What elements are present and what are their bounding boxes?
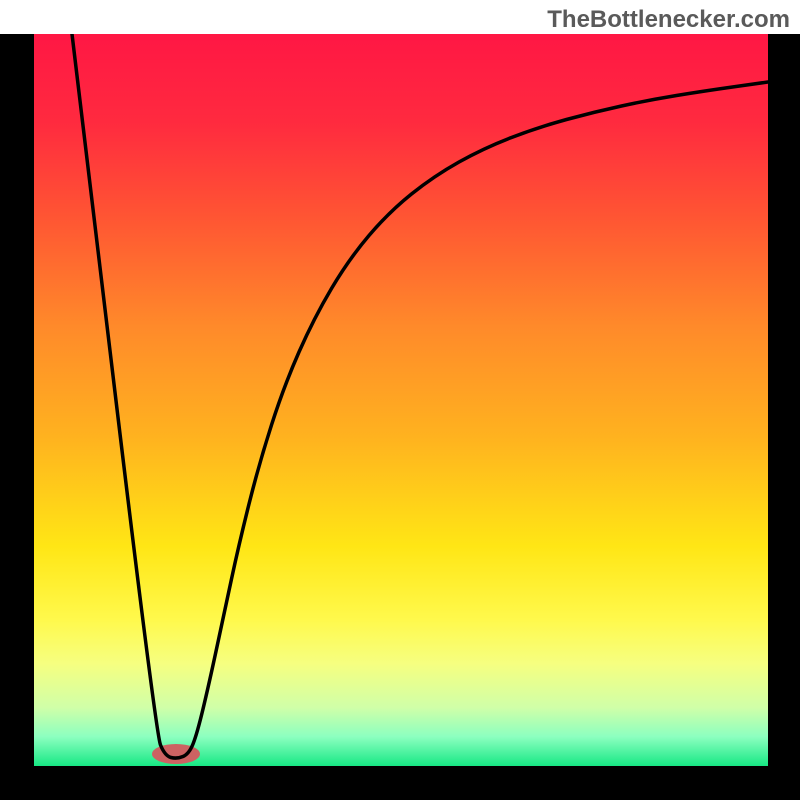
chart-background	[34, 34, 768, 766]
plot-outer-frame	[0, 34, 800, 800]
root-container: TheBottlenecker.com	[0, 0, 800, 800]
plot-inner-area	[34, 34, 768, 766]
watermark-text: TheBottlenecker.com	[547, 6, 790, 34]
chart-svg	[34, 34, 768, 766]
